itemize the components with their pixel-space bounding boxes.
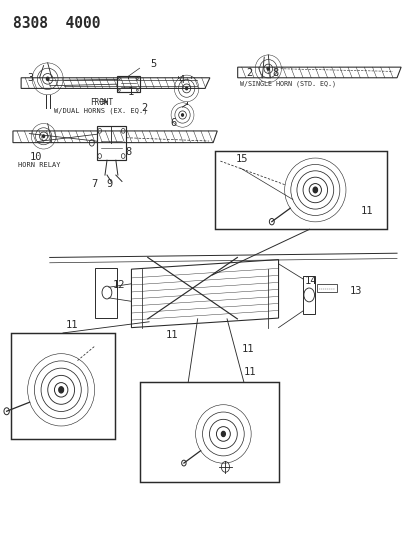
Bar (317, 284, 336, 292)
Text: 11: 11 (243, 367, 256, 377)
Text: 3: 3 (27, 74, 34, 84)
Text: 8: 8 (125, 147, 131, 157)
Text: 10: 10 (29, 152, 42, 162)
Text: 8308  4000: 8308 4000 (13, 15, 100, 30)
Bar (97, 126, 126, 160)
Text: 8: 8 (272, 68, 278, 78)
Text: 7: 7 (91, 179, 97, 189)
Text: 2: 2 (142, 103, 148, 113)
Text: FRONT: FRONT (90, 99, 113, 108)
Text: 11: 11 (360, 206, 373, 216)
Text: 1: 1 (127, 87, 133, 98)
Text: 5: 5 (149, 59, 156, 69)
Text: 11: 11 (166, 330, 178, 340)
Circle shape (181, 114, 183, 116)
Circle shape (267, 67, 269, 70)
Text: 12: 12 (113, 280, 125, 290)
Text: HORN RELAY: HORN RELAY (18, 161, 60, 167)
Circle shape (312, 187, 317, 193)
Text: W/DUAL HORNS (EX. EQ.): W/DUAL HORNS (EX. EQ.) (54, 107, 147, 114)
Text: 11: 11 (241, 344, 254, 353)
Text: 4: 4 (178, 75, 184, 85)
Text: 15: 15 (235, 154, 247, 164)
Bar (117, 76, 139, 92)
Bar (94, 268, 117, 318)
Circle shape (221, 431, 225, 437)
Bar (215, 151, 386, 229)
Text: 13: 13 (349, 286, 362, 296)
Text: W/SINGLE HORN (STD. EQ.): W/SINGLE HORN (STD. EQ.) (239, 81, 335, 87)
Text: 6: 6 (170, 118, 176, 127)
Text: 2: 2 (246, 68, 252, 78)
Circle shape (58, 387, 63, 393)
Text: 11: 11 (65, 320, 78, 329)
Bar (11, 333, 115, 439)
Circle shape (43, 135, 45, 138)
Bar (139, 382, 278, 482)
Circle shape (46, 77, 49, 80)
Text: 14: 14 (304, 276, 317, 286)
Circle shape (185, 87, 187, 90)
Text: 9: 9 (106, 179, 112, 189)
